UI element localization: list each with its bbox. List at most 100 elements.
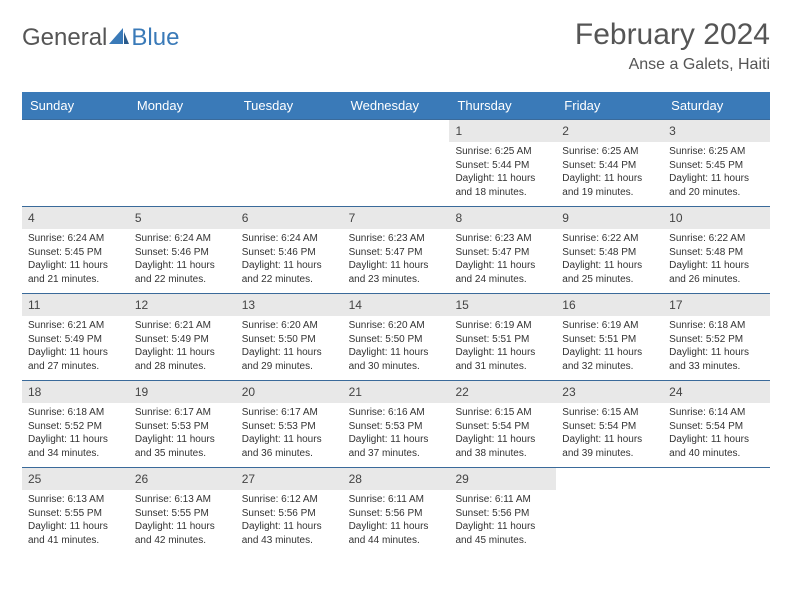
day-number: 22 <box>449 381 556 403</box>
day-number: 17 <box>663 294 770 316</box>
day-content: Sunrise: 6:14 AMSunset: 5:54 PMDaylight:… <box>663 403 770 466</box>
week-row: 4Sunrise: 6:24 AMSunset: 5:45 PMDaylight… <box>22 206 770 293</box>
day-cell: 29Sunrise: 6:11 AMSunset: 5:56 PMDayligh… <box>449 468 556 554</box>
daylight-text: Daylight: 11 hours and 37 minutes. <box>349 433 444 460</box>
day-cell: .. <box>556 468 663 554</box>
day-content: Sunrise: 6:24 AMSunset: 5:45 PMDaylight:… <box>22 229 129 292</box>
title-block: February 2024 Anse a Galets, Haiti <box>575 18 770 74</box>
sunset-text: Sunset: 5:48 PM <box>562 246 657 260</box>
day-content: Sunrise: 6:24 AMSunset: 5:46 PMDaylight:… <box>236 229 343 292</box>
daylight-text: Daylight: 11 hours and 43 minutes. <box>242 520 337 547</box>
sunrise-text: Sunrise: 6:17 AM <box>242 406 337 420</box>
weeks-container: ........1Sunrise: 6:25 AMSunset: 5:44 PM… <box>22 119 770 554</box>
sunset-text: Sunset: 5:52 PM <box>669 333 764 347</box>
day-cell: 5Sunrise: 6:24 AMSunset: 5:46 PMDaylight… <box>129 207 236 293</box>
sunrise-text: Sunrise: 6:17 AM <box>135 406 230 420</box>
day-cell: .. <box>343 120 450 206</box>
day-cell: 24Sunrise: 6:14 AMSunset: 5:54 PMDayligh… <box>663 381 770 467</box>
weekday-header: Monday <box>129 92 236 119</box>
sunset-text: Sunset: 5:50 PM <box>242 333 337 347</box>
day-number: 8 <box>449 207 556 229</box>
day-cell: 7Sunrise: 6:23 AMSunset: 5:47 PMDaylight… <box>343 207 450 293</box>
sunset-text: Sunset: 5:44 PM <box>562 159 657 173</box>
daylight-text: Daylight: 11 hours and 35 minutes. <box>135 433 230 460</box>
day-number: 10 <box>663 207 770 229</box>
daylight-text: Daylight: 11 hours and 33 minutes. <box>669 346 764 373</box>
sunrise-text: Sunrise: 6:15 AM <box>455 406 550 420</box>
day-cell: 11Sunrise: 6:21 AMSunset: 5:49 PMDayligh… <box>22 294 129 380</box>
sunset-text: Sunset: 5:45 PM <box>28 246 123 260</box>
daylight-text: Daylight: 11 hours and 25 minutes. <box>562 259 657 286</box>
sunset-text: Sunset: 5:53 PM <box>135 420 230 434</box>
sunset-text: Sunset: 5:51 PM <box>455 333 550 347</box>
day-cell: 15Sunrise: 6:19 AMSunset: 5:51 PMDayligh… <box>449 294 556 380</box>
sunset-text: Sunset: 5:51 PM <box>562 333 657 347</box>
calendar: SundayMondayTuesdayWednesdayThursdayFrid… <box>22 92 770 554</box>
sunrise-text: Sunrise: 6:24 AM <box>135 232 230 246</box>
sunrise-text: Sunrise: 6:23 AM <box>455 232 550 246</box>
day-cell: 1Sunrise: 6:25 AMSunset: 5:44 PMDaylight… <box>449 120 556 206</box>
day-content: Sunrise: 6:24 AMSunset: 5:46 PMDaylight:… <box>129 229 236 292</box>
day-content: Sunrise: 6:25 AMSunset: 5:44 PMDaylight:… <box>556 142 663 205</box>
sunset-text: Sunset: 5:44 PM <box>455 159 550 173</box>
month-title: February 2024 <box>575 18 770 52</box>
weekday-header: Sunday <box>22 92 129 119</box>
week-row: 11Sunrise: 6:21 AMSunset: 5:49 PMDayligh… <box>22 293 770 380</box>
day-cell: 25Sunrise: 6:13 AMSunset: 5:55 PMDayligh… <box>22 468 129 554</box>
daylight-text: Daylight: 11 hours and 36 minutes. <box>242 433 337 460</box>
day-content: Sunrise: 6:22 AMSunset: 5:48 PMDaylight:… <box>556 229 663 292</box>
day-number: 2 <box>556 120 663 142</box>
sunrise-text: Sunrise: 6:13 AM <box>28 493 123 507</box>
day-cell: 22Sunrise: 6:15 AMSunset: 5:54 PMDayligh… <box>449 381 556 467</box>
day-cell: 14Sunrise: 6:20 AMSunset: 5:50 PMDayligh… <box>343 294 450 380</box>
day-content: Sunrise: 6:23 AMSunset: 5:47 PMDaylight:… <box>343 229 450 292</box>
day-content: Sunrise: 6:17 AMSunset: 5:53 PMDaylight:… <box>236 403 343 466</box>
daylight-text: Daylight: 11 hours and 45 minutes. <box>455 520 550 547</box>
daylight-text: Daylight: 11 hours and 23 minutes. <box>349 259 444 286</box>
sunrise-text: Sunrise: 6:19 AM <box>562 319 657 333</box>
day-number: 11 <box>22 294 129 316</box>
day-content: Sunrise: 6:19 AMSunset: 5:51 PMDaylight:… <box>556 316 663 379</box>
day-content: Sunrise: 6:13 AMSunset: 5:55 PMDaylight:… <box>22 490 129 553</box>
sunset-text: Sunset: 5:49 PM <box>135 333 230 347</box>
daylight-text: Daylight: 11 hours and 41 minutes. <box>28 520 123 547</box>
day-content: Sunrise: 6:13 AMSunset: 5:55 PMDaylight:… <box>129 490 236 553</box>
daylight-text: Daylight: 11 hours and 28 minutes. <box>135 346 230 373</box>
day-content: Sunrise: 6:25 AMSunset: 5:44 PMDaylight:… <box>449 142 556 205</box>
day-number: 23 <box>556 381 663 403</box>
day-cell: 19 Sunrise: 6:17 AMSunset: 5:53 PMDayligh… <box>129 381 236 467</box>
day-number: 21 <box>343 381 450 403</box>
day-content: Sunrise: 6:11 AMSunset: 5:56 PMDaylight:… <box>449 490 556 553</box>
weekday-header-row: SundayMondayTuesdayWednesdayThursdayFrid… <box>22 92 770 119</box>
daylight-text: Daylight: 11 hours and 20 minutes. <box>669 172 764 199</box>
day-number: 5 <box>129 207 236 229</box>
day-cell: 12Sunrise: 6:21 AMSunset: 5:49 PMDayligh… <box>129 294 236 380</box>
sunrise-text: Sunrise: 6:12 AM <box>242 493 337 507</box>
logo-text-blue: Blue <box>131 24 179 52</box>
day-number: 9 <box>556 207 663 229</box>
daylight-text: Daylight: 11 hours and 34 minutes. <box>28 433 123 460</box>
week-row: 18Sunrise: 6:18 AMSunset: 5:52 PMDayligh… <box>22 380 770 467</box>
day-cell: 28Sunrise: 6:11 AMSunset: 5:56 PMDayligh… <box>343 468 450 554</box>
sunset-text: Sunset: 5:56 PM <box>349 507 444 521</box>
day-content: Sunrise: 6:19 AMSunset: 5:51 PMDaylight:… <box>449 316 556 379</box>
sunrise-text: Sunrise: 6:21 AM <box>135 319 230 333</box>
sunrise-text: Sunrise: 6:11 AM <box>349 493 444 507</box>
day-number: 14 <box>343 294 450 316</box>
sunrise-text: Sunrise: 6:21 AM <box>28 319 123 333</box>
day-content: Sunrise: 6:16 AMSunset: 5:53 PMDaylight:… <box>343 403 450 466</box>
daylight-text: Daylight: 11 hours and 39 minutes. <box>562 433 657 460</box>
sunrise-text: Sunrise: 6:25 AM <box>455 145 550 159</box>
day-number: 19 <box>129 381 236 403</box>
day-number: 15 <box>449 294 556 316</box>
daylight-text: Daylight: 11 hours and 19 minutes. <box>562 172 657 199</box>
sunset-text: Sunset: 5:54 PM <box>669 420 764 434</box>
daylight-text: Daylight: 11 hours and 22 minutes. <box>135 259 230 286</box>
daylight-text: Daylight: 11 hours and 30 minutes. <box>349 346 444 373</box>
daylight-text: Daylight: 11 hours and 42 minutes. <box>135 520 230 547</box>
sunset-text: Sunset: 5:56 PM <box>455 507 550 521</box>
day-number: 20 <box>236 381 343 403</box>
day-cell: .. <box>22 120 129 206</box>
day-cell: 2Sunrise: 6:25 AMSunset: 5:44 PMDaylight… <box>556 120 663 206</box>
sunset-text: Sunset: 5:55 PM <box>28 507 123 521</box>
